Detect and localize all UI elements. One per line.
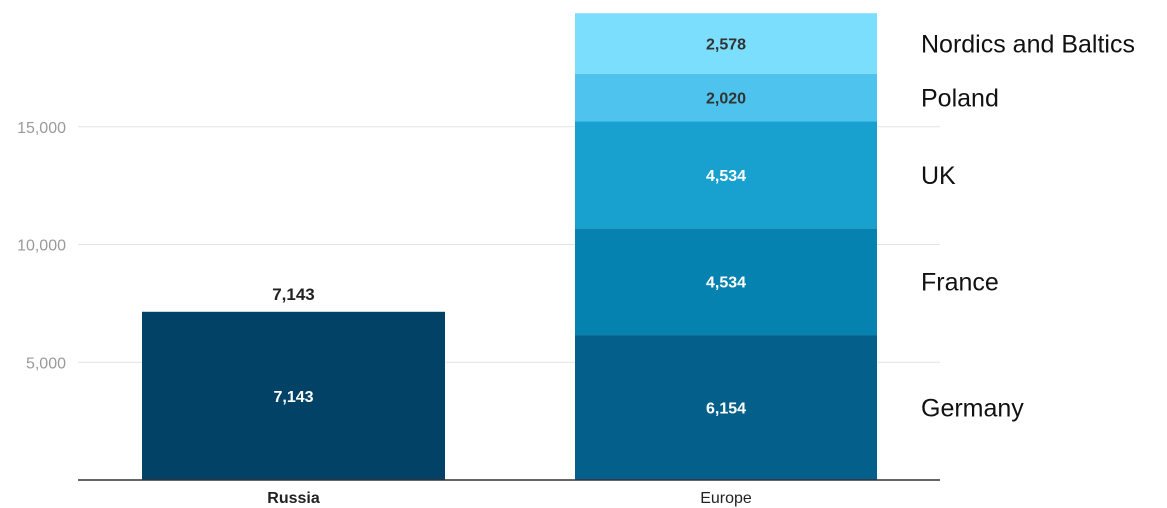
category-labels: Russia Europe (267, 490, 752, 507)
series-label: Nordics and Baltics (921, 31, 1135, 59)
category-label: Russia (267, 490, 320, 507)
category-label: Europe (700, 490, 752, 507)
data-label: 4,534 (706, 168, 746, 185)
y-tick-label: 15,000 (17, 120, 66, 137)
bars (142, 13, 877, 480)
data-label: 6,154 (706, 401, 746, 418)
series-label: Germany (921, 395, 1024, 423)
data-label: 2,020 (706, 91, 746, 108)
y-tick-label: 5,000 (26, 355, 66, 372)
series-label: France (921, 269, 999, 297)
series-label: UK (921, 162, 956, 190)
series-label: Poland (921, 85, 999, 113)
total-label: 7,143 (272, 285, 315, 304)
data-label: 4,534 (706, 275, 746, 292)
data-label: 7,143 (273, 389, 313, 406)
y-tick-label: 10,000 (17, 238, 66, 255)
series-labels: Germany France UK Poland Nordics and Baltics (921, 31, 1135, 423)
data-label: 2,578 (706, 37, 746, 54)
y-axis-ticks: 5,000 10,000 15,000 (17, 120, 66, 373)
